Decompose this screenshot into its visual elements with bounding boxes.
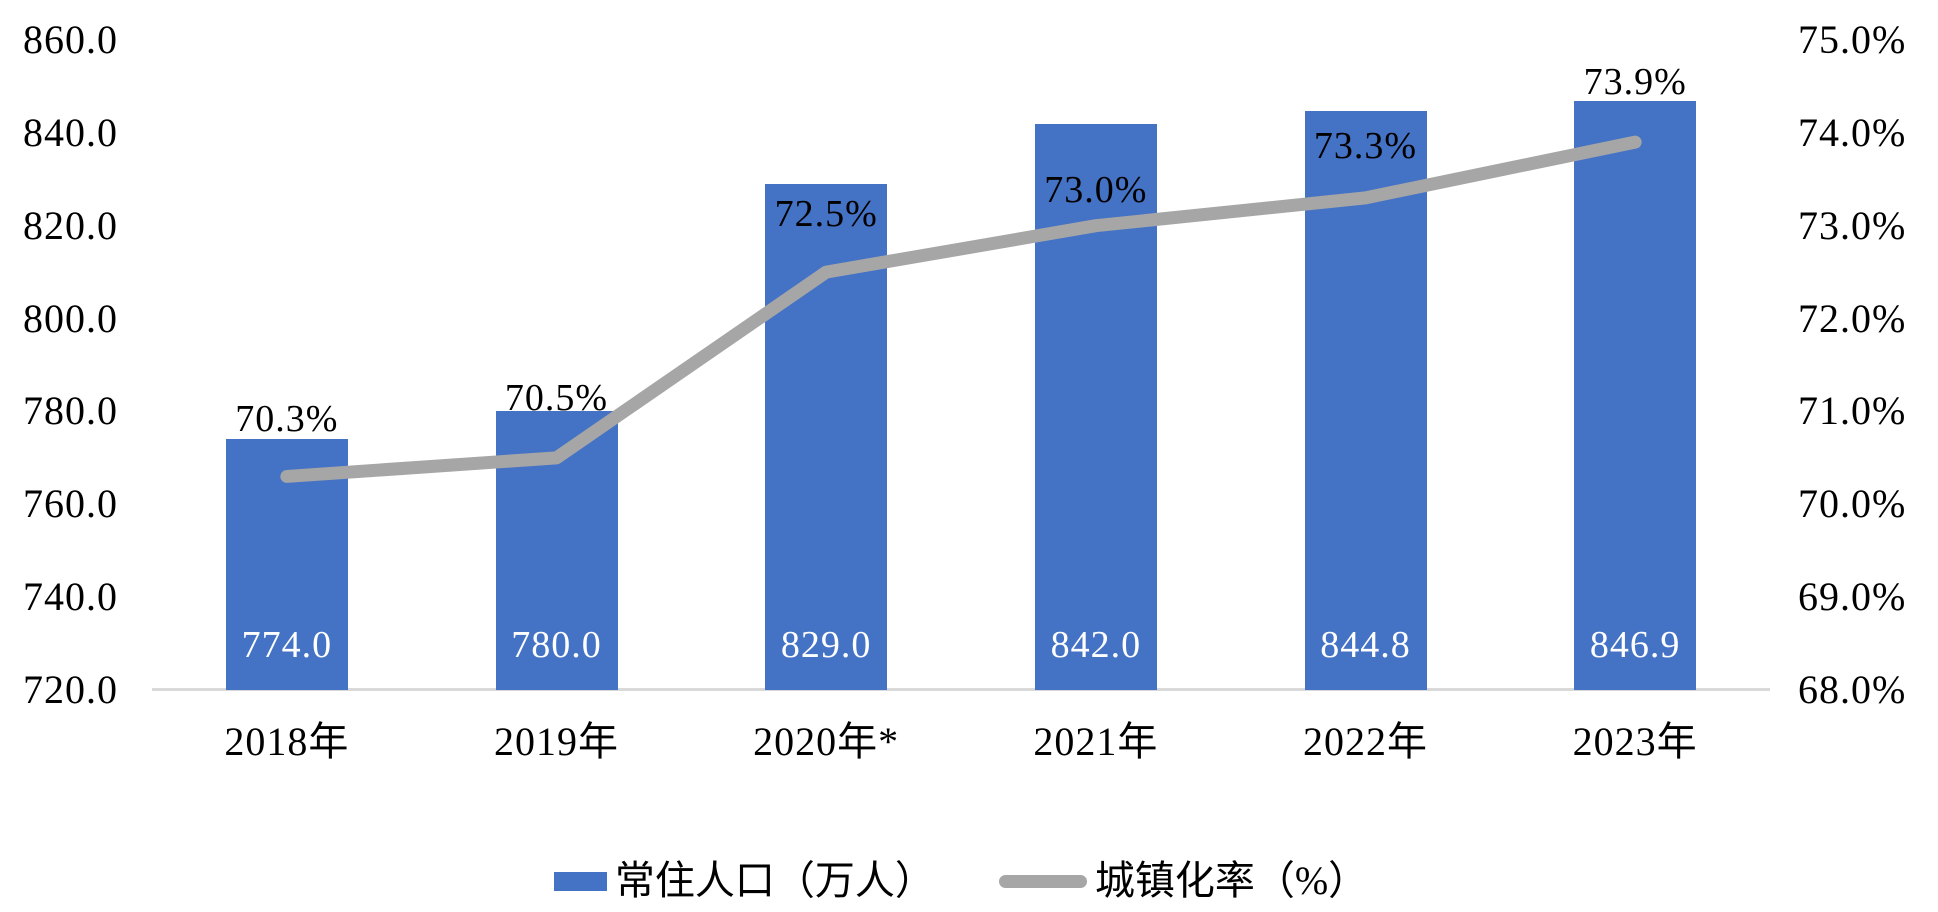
left-axis-tick: 780.0 [23, 388, 118, 434]
legend-item-population: 常住人口（万人） [553, 858, 935, 903]
category-label-2020: 2020年* [753, 719, 900, 764]
category-label-2019: 2019年 [494, 719, 619, 764]
left-axis-tick: 800.0 [23, 295, 118, 341]
line-value-label: 72.5% [774, 193, 878, 236]
line-swatch-icon [998, 874, 1087, 888]
bar-value-label: 844.8 [1320, 624, 1411, 666]
left-axis-tick: 720.0 [23, 667, 118, 712]
left-axis-tick: 760.0 [23, 481, 118, 527]
right-axis-tick: 71.0% [1798, 388, 1907, 434]
category-label-2023: 2023年 [1572, 719, 1698, 764]
line-value-label: 73.3% [1313, 124, 1418, 167]
left-axis-tick: 840.0 [23, 109, 118, 155]
x-axis-line [152, 688, 1770, 691]
bar-value-label: 774.0 [241, 624, 333, 666]
bar-value-label: 846.9 [1589, 624, 1681, 666]
bar-value-label: 842.0 [1050, 624, 1142, 666]
legend-label-urbanization: 城镇化率（%） [1094, 858, 1369, 903]
right-axis-tick: 75.0% [1798, 17, 1907, 62]
category-label-2021: 2021年 [1033, 719, 1159, 764]
right-axis-tick: 72.0% [1798, 295, 1907, 341]
category-label-2022: 2022年 [1303, 719, 1428, 764]
left-axis-tick: 860.0 [23, 17, 118, 62]
legend-item-urbanization: 城镇化率（%） [998, 858, 1369, 903]
left-axis-tick: 740.0 [23, 574, 118, 620]
right-axis-tick: 69.0% [1798, 574, 1907, 620]
right-axis-tick: 73.0% [1798, 202, 1907, 248]
right-axis-tick: 70.0% [1798, 481, 1907, 527]
line-value-label: 73.0% [1044, 168, 1148, 211]
left-axis-tick: 820.0 [23, 202, 118, 248]
line-value-label: 70.3% [235, 398, 339, 441]
bar-value-label: 829.0 [780, 624, 872, 666]
line-value-label: 70.5% [504, 376, 609, 419]
urbanization-rate-line [280, 135, 1642, 483]
line-value-label: 73.9% [1583, 61, 1687, 104]
legend-label-population: 常住人口（万人） [614, 858, 935, 903]
legend: 常住人口（万人） 城镇化率（%） [152, 853, 1770, 909]
right-axis-tick: 74.0% [1798, 109, 1907, 155]
category-label-2018: 2018年 [224, 719, 350, 764]
bar-swatch-icon [553, 871, 607, 891]
bar-value-label: 780.0 [511, 624, 602, 666]
right-axis-tick: 68.0% [1798, 667, 1907, 712]
bar-2023年 [1574, 100, 1697, 690]
